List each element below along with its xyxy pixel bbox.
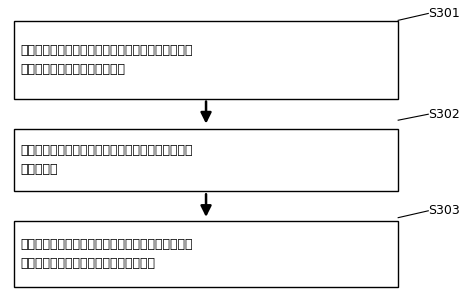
- Text: S303: S303: [428, 204, 460, 217]
- Text: 结合所述位置信息、加速度信息确定所述移动终端的
目标用户；: 结合所述位置信息、加速度信息确定所述移动终端的 目标用户；: [21, 144, 194, 176]
- Bar: [14, 129, 398, 191]
- Text: 根据所述标识信息确定智能终端类型，其中智能终端
类型包括车载终端和移动终端；: 根据所述标识信息确定智能终端类型，其中智能终端 类型包括车载终端和移动终端；: [21, 44, 194, 76]
- Text: S301: S301: [428, 7, 460, 20]
- Text: 将所述智能终端中的车载终端、所述行人及非机动车
人员对应的移动终端作为目标发送终端。: 将所述智能终端中的车载终端、所述行人及非机动车 人员对应的移动终端作为目标发送终…: [21, 238, 194, 270]
- Text: S302: S302: [428, 108, 460, 121]
- Bar: [14, 21, 398, 99]
- Bar: [14, 221, 398, 287]
